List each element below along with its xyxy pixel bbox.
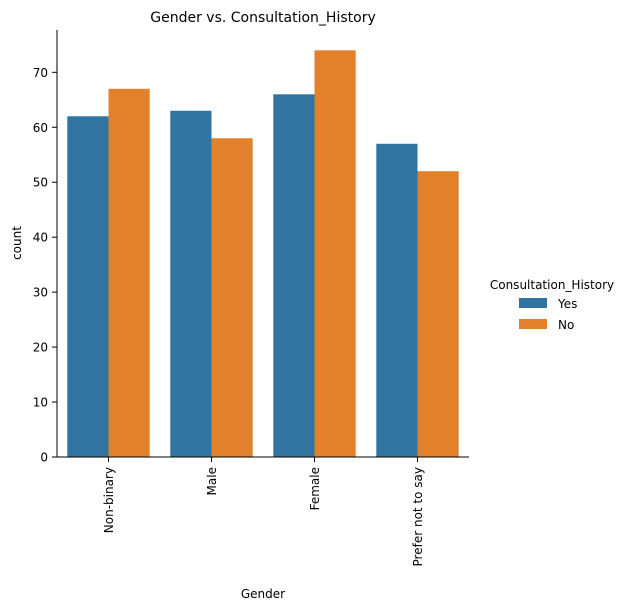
- legend-title: Consultation_History: [490, 278, 614, 292]
- bar-no-prefer-not-to-say: [417, 171, 459, 458]
- x-axis: Non-binary Male Female Prefer not to say: [102, 457, 425, 566]
- x-tick-label: Female: [308, 467, 322, 510]
- y-tick-label: 40: [33, 231, 48, 245]
- y-tick-label: 0: [40, 451, 48, 465]
- bar-yes-female: [273, 94, 315, 458]
- legend: Consultation_History Yes No: [490, 278, 614, 332]
- legend-label-no: No: [558, 318, 574, 332]
- chart-title: Gender vs. Consultation_History: [150, 10, 375, 26]
- bar-no-non-binary: [108, 88, 150, 458]
- legend-swatch-no: [519, 319, 547, 329]
- x-axis-label: Gender: [241, 587, 285, 601]
- y-tick-label: 60: [33, 121, 48, 135]
- bar-group: [67, 50, 459, 458]
- x-tick-label: Non-binary: [102, 467, 116, 533]
- y-axis: 0 10 20 30 40 50 60 70: [33, 66, 57, 465]
- bar-yes-male: [170, 110, 212, 457]
- legend-label-yes: Yes: [557, 297, 577, 311]
- y-tick-label: 50: [33, 176, 48, 190]
- y-tick-label: 30: [33, 286, 48, 300]
- legend-swatch-yes: [519, 298, 547, 308]
- bar-yes-prefer-not-to-say: [376, 143, 418, 457]
- bar-no-male: [211, 138, 253, 457]
- bar-no-female: [314, 50, 356, 457]
- y-tick-label: 10: [33, 396, 48, 410]
- x-tick-label: Male: [205, 467, 219, 495]
- y-tick-label: 70: [33, 66, 48, 80]
- bar-yes-non-binary: [67, 116, 109, 457]
- y-axis-label: count: [10, 226, 24, 260]
- x-tick-label: Prefer not to say: [411, 467, 425, 566]
- y-tick-label: 20: [33, 341, 48, 355]
